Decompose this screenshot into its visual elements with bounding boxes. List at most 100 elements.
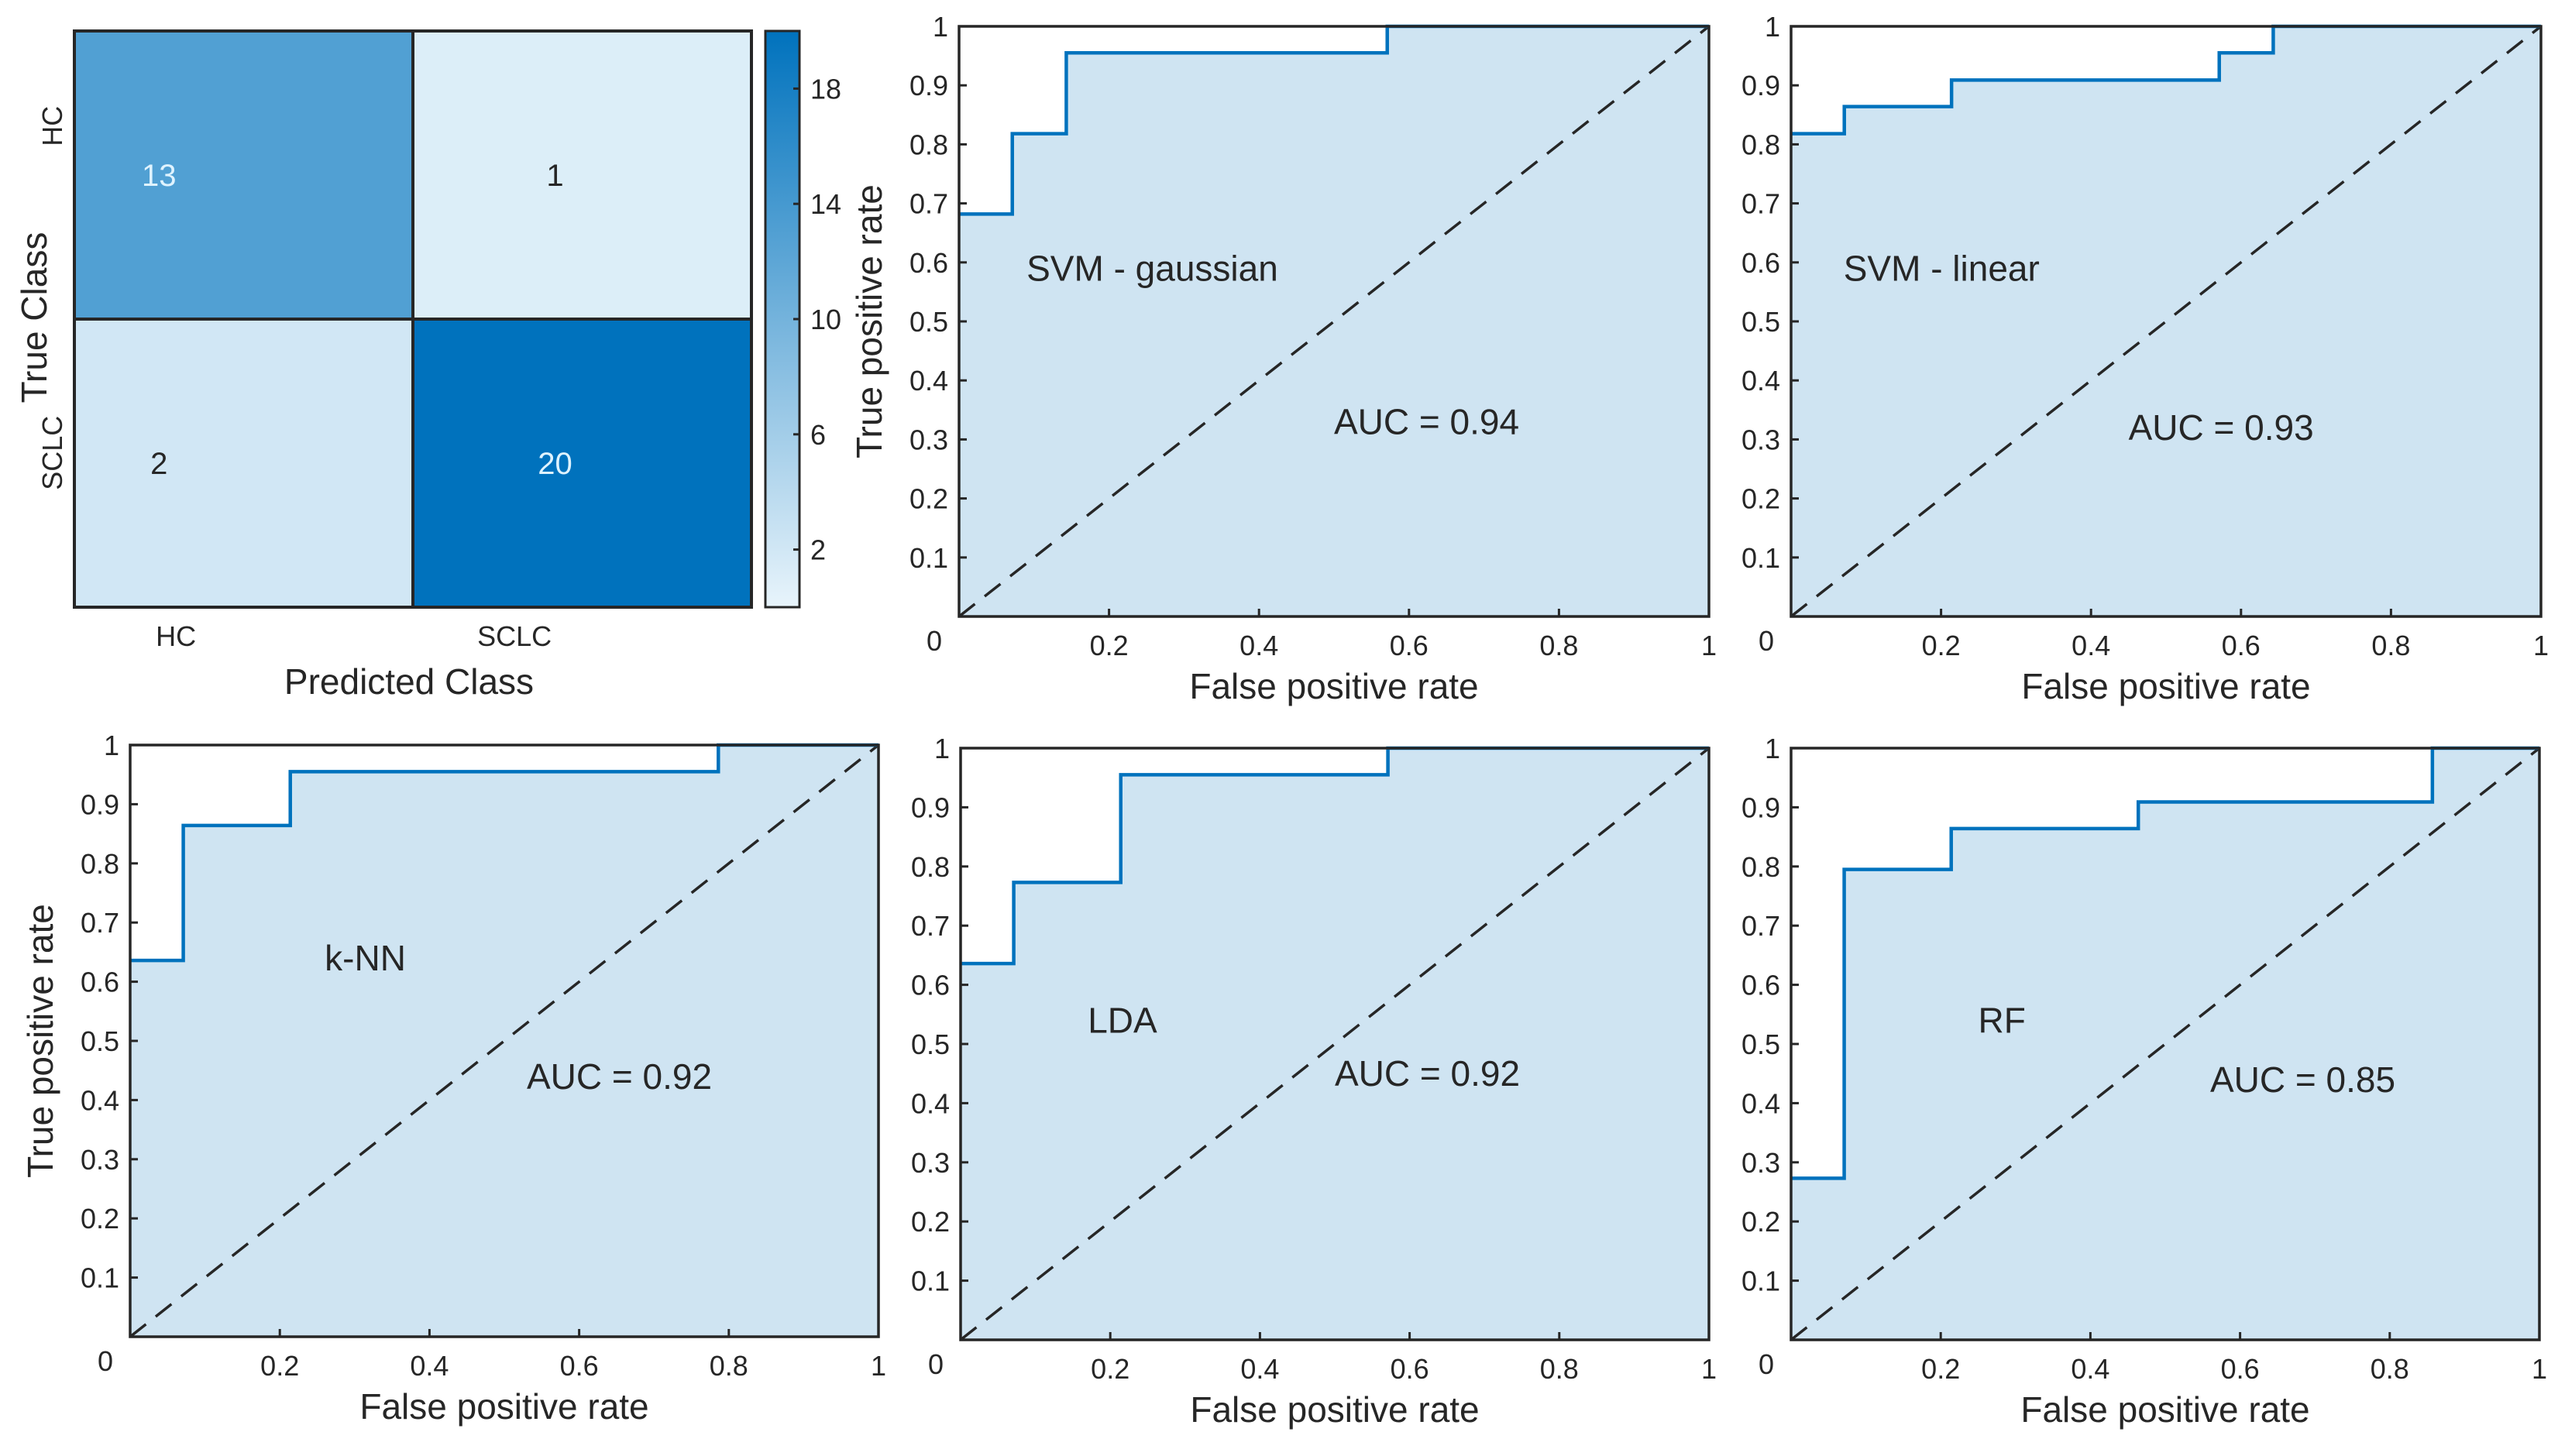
model-name-annotation: k-NN xyxy=(325,938,406,978)
colorbar-tick-label: 10 xyxy=(810,304,841,335)
y-tick-label: 0.4 xyxy=(911,1087,950,1119)
x-tick-label: 0.2 xyxy=(1090,630,1129,661)
x-axis-label: False positive rate xyxy=(359,1386,648,1427)
x-tick-label: 0.2 xyxy=(1921,1353,1960,1385)
y-tick-label: 0.8 xyxy=(1741,851,1780,883)
auc-annotation: AUC = 0.93 xyxy=(2129,407,2314,448)
roc-panel-knn: 0 0.1 0.2 0.3 0.4 0.5 0.6 0.7 0.8 0.9 1 0.2 0.4 0.6 0.… xyxy=(20,730,886,1427)
y-tick-label: 0.6 xyxy=(81,967,119,998)
y-tick-label: 0.7 xyxy=(1741,188,1780,220)
y-tick-label: 0.9 xyxy=(909,70,948,101)
roc-curve-line xyxy=(130,743,878,963)
model-name-annotation: LDA xyxy=(1088,1000,1157,1040)
x-tick-label: 0.6 xyxy=(1390,630,1429,661)
y-tick-label: 0.1 xyxy=(911,1265,950,1297)
y-tick-label: 0 xyxy=(927,625,942,657)
x-tick-label: 1 xyxy=(871,1350,886,1382)
y-tick-label: 0.5 xyxy=(81,1025,119,1057)
y-tick-label: 0.5 xyxy=(909,306,948,338)
x-tick-label: 0.6 xyxy=(560,1350,599,1382)
y-tick-label: 0.6 xyxy=(909,247,948,279)
x-axis-label: False positive rate xyxy=(2021,666,2310,706)
roc-curve-line xyxy=(959,24,1709,216)
x-axis-label: False positive rate xyxy=(2020,1389,2309,1430)
y-tick-label: 0.4 xyxy=(81,1084,119,1116)
x-tick-label: 0.4 xyxy=(1239,630,1278,661)
roc-curve-line xyxy=(961,746,1709,966)
y-tick-label: 0.6 xyxy=(1741,970,1780,1001)
x-tick-label: 0.8 xyxy=(2371,1353,2409,1385)
model-name-annotation: SVM - gaussian xyxy=(1026,248,1278,288)
x-tick-label: 0.4 xyxy=(2071,1353,2109,1385)
y-tick-label: 0.3 xyxy=(1741,1147,1780,1179)
y-tick-label: 1 xyxy=(934,733,950,764)
model-name-annotation: RF xyxy=(1979,1000,2026,1040)
y-tick-label: 0.9 xyxy=(1741,792,1780,823)
cm-x-axis-label: Predicted Class xyxy=(284,661,534,702)
x-tick-label: 1 xyxy=(2533,630,2549,661)
x-tick-label: 0.4 xyxy=(410,1350,449,1382)
chance-diagonal-line xyxy=(959,747,1710,1341)
y-tick-label: 0.2 xyxy=(81,1203,119,1235)
x-tick-label: 0.6 xyxy=(2222,630,2261,661)
x-axis-label: False positive rate xyxy=(1190,1389,1479,1430)
cm-cell xyxy=(411,318,753,609)
auc-annotation: AUC = 0.94 xyxy=(1334,402,1519,442)
y-tick-label: 0.3 xyxy=(81,1144,119,1176)
x-tick-label: 0.2 xyxy=(1922,630,1961,661)
y-tick-label: 0.7 xyxy=(911,910,950,942)
y-tick-label: 0.7 xyxy=(81,907,119,939)
y-tick-label: 0.9 xyxy=(911,792,950,823)
y-tick-label: 0.1 xyxy=(1741,1265,1780,1297)
cm-cell xyxy=(73,29,414,321)
colorbar-tick-label: 2 xyxy=(810,534,826,566)
x-tick-label: 0.6 xyxy=(2221,1353,2260,1385)
y-tick-label: 0 xyxy=(928,1348,944,1380)
roc-panel-svm-linear: 0 0.1 0.2 0.3 0.4 0.5 0.6 0.7 0.8 0.9 1 0.2 0.4 0.6 0.… xyxy=(1741,11,2549,706)
y-axis-label: True positive rate xyxy=(20,904,60,1178)
cm-cell-value: 13 xyxy=(142,159,177,193)
y-tick-label: 0.2 xyxy=(1741,483,1780,515)
cm-y-tick-label: SCLC xyxy=(36,416,68,490)
auc-annotation: AUC = 0.92 xyxy=(527,1056,712,1097)
y-tick-label: 0.1 xyxy=(909,542,948,574)
cm-y-axis-label: True Class xyxy=(14,232,54,403)
roc-panel-lda: 0 0.1 0.2 0.3 0.4 0.5 0.6 0.7 0.8 0.9 1 0.2 0.4 0.6 0.… xyxy=(911,733,1717,1430)
chance-diagonal-line xyxy=(1790,25,2543,618)
x-axis-label: False positive rate xyxy=(1189,666,1478,706)
roc-panel-rf: 0 0.1 0.2 0.3 0.4 0.5 0.6 0.7 0.8 0.9 1 0.2 0.4 0.6 0.… xyxy=(1741,733,2547,1430)
x-tick-label: 0.8 xyxy=(710,1350,748,1382)
y-tick-label: 1 xyxy=(1765,11,1780,43)
y-tick-label: 0.8 xyxy=(911,851,950,883)
model-name-annotation: SVM - linear xyxy=(1844,248,2040,288)
x-tick-label: 1 xyxy=(1701,630,1717,661)
y-tick-label: 1 xyxy=(1765,733,1780,764)
cm-cell-value: 1 xyxy=(546,159,563,193)
y-tick-label: 0.2 xyxy=(909,483,948,515)
cm-x-tick-label: HC xyxy=(156,620,196,652)
x-tick-label: 0.8 xyxy=(1540,1353,1579,1385)
cm-cell-value: 2 xyxy=(150,447,167,481)
roc-curve-line xyxy=(1791,746,2539,1180)
y-tick-label: 0.2 xyxy=(911,1206,950,1238)
y-tick-label: 0.8 xyxy=(1741,129,1780,160)
x-tick-label: 0.8 xyxy=(1539,630,1578,661)
x-tick-label: 0.2 xyxy=(1091,1353,1129,1385)
x-tick-label: 0.2 xyxy=(260,1350,299,1382)
y-tick-label: 0.1 xyxy=(81,1262,119,1294)
x-tick-label: 0.4 xyxy=(2071,630,2110,661)
y-tick-label: 0.9 xyxy=(1741,70,1780,101)
cm-y-tick-label: HC xyxy=(36,106,68,146)
y-tick-label: 0.5 xyxy=(1741,1028,1780,1060)
x-tick-label: 0.4 xyxy=(1240,1353,1279,1385)
confusion-matrix-panel: 13 1 2 20 HC SCLC HC SCLC Predicted Class True Cl… xyxy=(14,29,841,702)
y-tick-label: 0.6 xyxy=(911,970,950,1001)
y-tick-label: 0 xyxy=(1759,625,1774,657)
y-tick-label: 0 xyxy=(1759,1348,1774,1380)
y-tick-label: 0.4 xyxy=(1741,1087,1780,1119)
y-tick-label: 1 xyxy=(933,11,948,43)
y-tick-label: 0.3 xyxy=(911,1147,950,1179)
colorbar-tick-label: 14 xyxy=(810,188,841,220)
x-tick-label: 0.8 xyxy=(2371,630,2410,661)
